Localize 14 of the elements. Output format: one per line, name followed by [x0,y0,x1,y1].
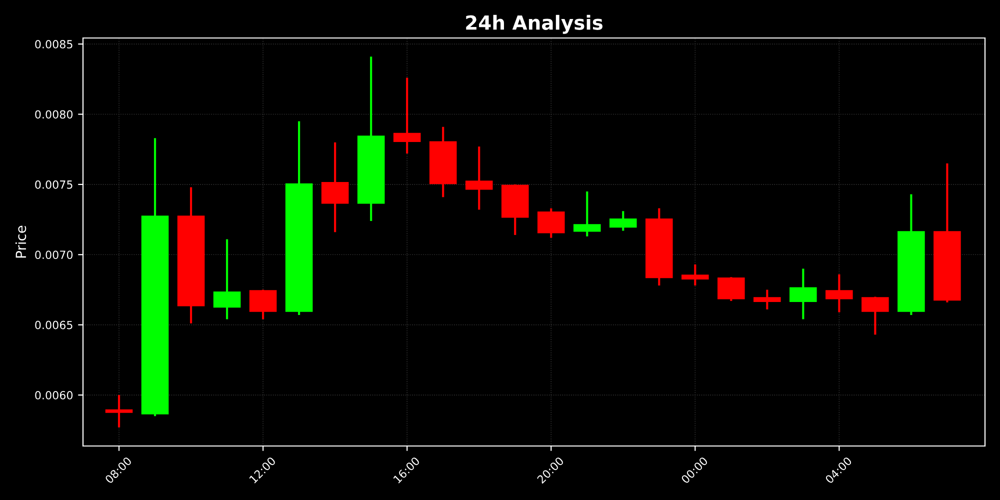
candlestick [573,190,601,238]
y-tick-label: 0.0065 [35,320,72,330]
candlestick [105,394,133,428]
candlestick [465,145,493,211]
y-tick-label: 0.0060 [35,391,73,400]
y-tick-label: 0.0080 [35,110,73,119]
chart-title: 24h Analysis [466,14,602,34]
y-axis-title: Price [15,226,26,258]
candlestick [681,263,709,287]
y-tick-label: 0.0085 [35,40,72,48]
candlestick [754,288,781,310]
y-tick-label: 0.0075 [35,180,72,189]
candlestick [393,76,421,155]
y-tick-label: 0.0070 [35,250,73,260]
